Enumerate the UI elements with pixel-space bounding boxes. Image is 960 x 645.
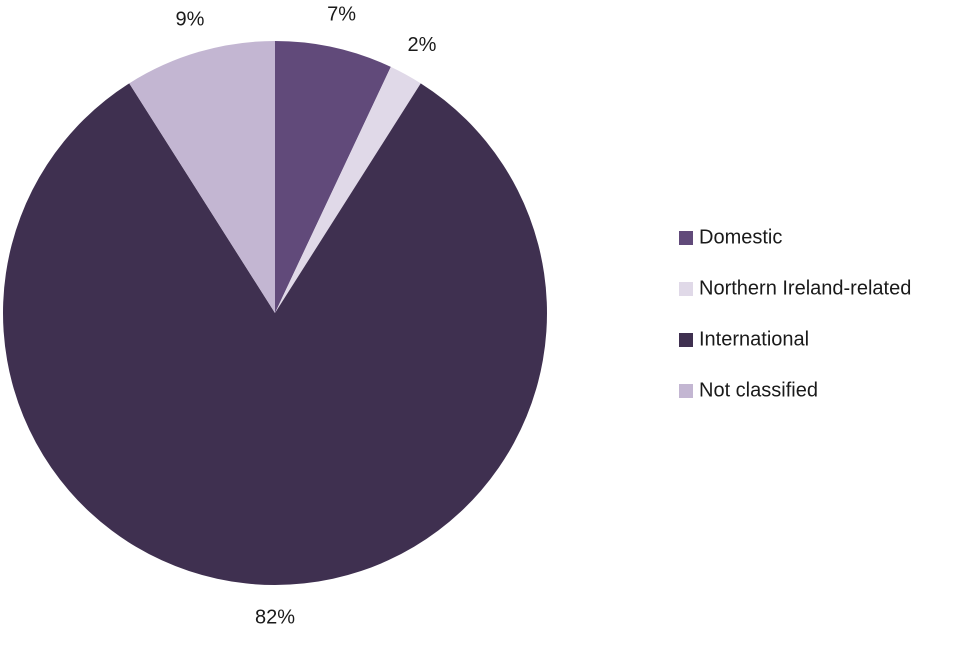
- legend-label: Northern Ireland-related: [699, 277, 911, 299]
- pie-slice: [129, 41, 275, 313]
- pie-slice: [275, 41, 391, 313]
- legend-label: Domestic: [699, 226, 782, 248]
- data-label: 9%: [175, 8, 204, 30]
- pie-slice: [2, 83, 547, 585]
- legend-label: Not classified: [699, 379, 818, 401]
- data-label: 2%: [407, 34, 436, 56]
- pie-slice: [275, 66, 421, 313]
- legend-swatch: [679, 282, 693, 296]
- legend-swatch: [679, 333, 693, 347]
- data-label: 82%: [255, 606, 295, 628]
- legend-swatch: [679, 384, 693, 398]
- legend-label: International: [699, 328, 809, 350]
- legend-swatch: [679, 231, 693, 245]
- data-label: 7%: [327, 4, 356, 26]
